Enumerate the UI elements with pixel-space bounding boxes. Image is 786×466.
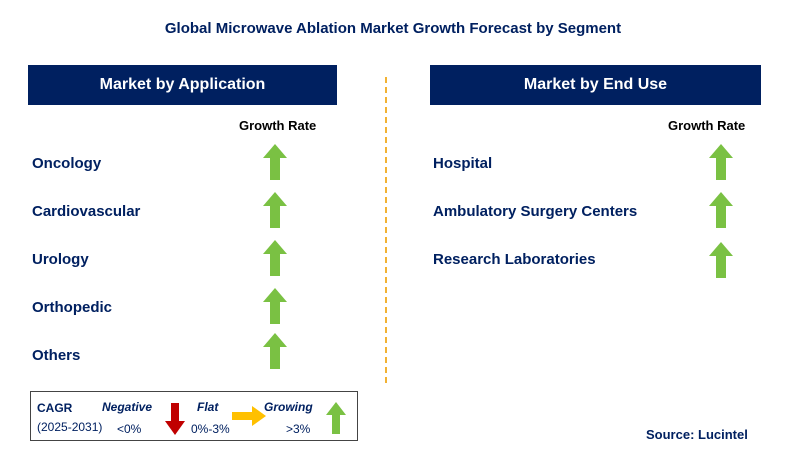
- end-use-item-label: Ambulatory Surgery Centers: [433, 203, 638, 220]
- source-label: Source: Lucintel: [646, 427, 748, 442]
- up-arrow-icon: [263, 192, 287, 228]
- end-use-item-label: Research Laboratories: [433, 251, 596, 268]
- up-arrow-icon: [263, 288, 287, 324]
- legend-flat-value: 0%-3%: [191, 422, 230, 436]
- panel-divider: [385, 77, 387, 383]
- cagr-legend: CAGR (2025-2031) Negative <0% Flat 0%-3%…: [30, 391, 358, 441]
- page-title: Global Microwave Ablation Market Growth …: [164, 20, 622, 37]
- up-arrow-icon: [709, 242, 733, 278]
- legend-negative-value: <0%: [117, 422, 142, 436]
- up-arrow-icon: [263, 333, 287, 369]
- down-arrow-icon: [165, 403, 185, 435]
- legend-negative-title: Negative: [102, 400, 153, 414]
- application-panel-header: Market by Application: [28, 65, 337, 105]
- legend-flat-title: Flat: [197, 400, 219, 414]
- up-arrow-icon: [709, 144, 733, 180]
- up-arrow-icon: [263, 144, 287, 180]
- application-item-label: Others: [32, 347, 81, 364]
- application-item-label: Urology: [32, 251, 89, 268]
- legend-growing-value: >3%: [286, 422, 311, 436]
- legend-cagr-label: CAGR: [37, 401, 73, 415]
- application-item-label: Cardiovascular: [32, 203, 141, 220]
- end-use-growth-rate-label: Growth Rate: [668, 118, 746, 133]
- up-arrow-icon: [326, 402, 346, 434]
- application-item-label: Oncology: [32, 155, 102, 172]
- right-arrow-icon: [232, 406, 266, 426]
- end-use-item-label: Hospital: [433, 155, 493, 172]
- legend-period-label: (2025-2031): [37, 420, 103, 434]
- up-arrow-icon: [263, 240, 287, 276]
- legend-growing-title: Growing: [264, 400, 313, 414]
- application-item-label: Orthopedic: [32, 299, 113, 316]
- up-arrow-icon: [709, 192, 733, 228]
- end-use-panel-header: Market by End Use: [430, 65, 761, 105]
- application-growth-rate-label: Growth Rate: [239, 118, 317, 133]
